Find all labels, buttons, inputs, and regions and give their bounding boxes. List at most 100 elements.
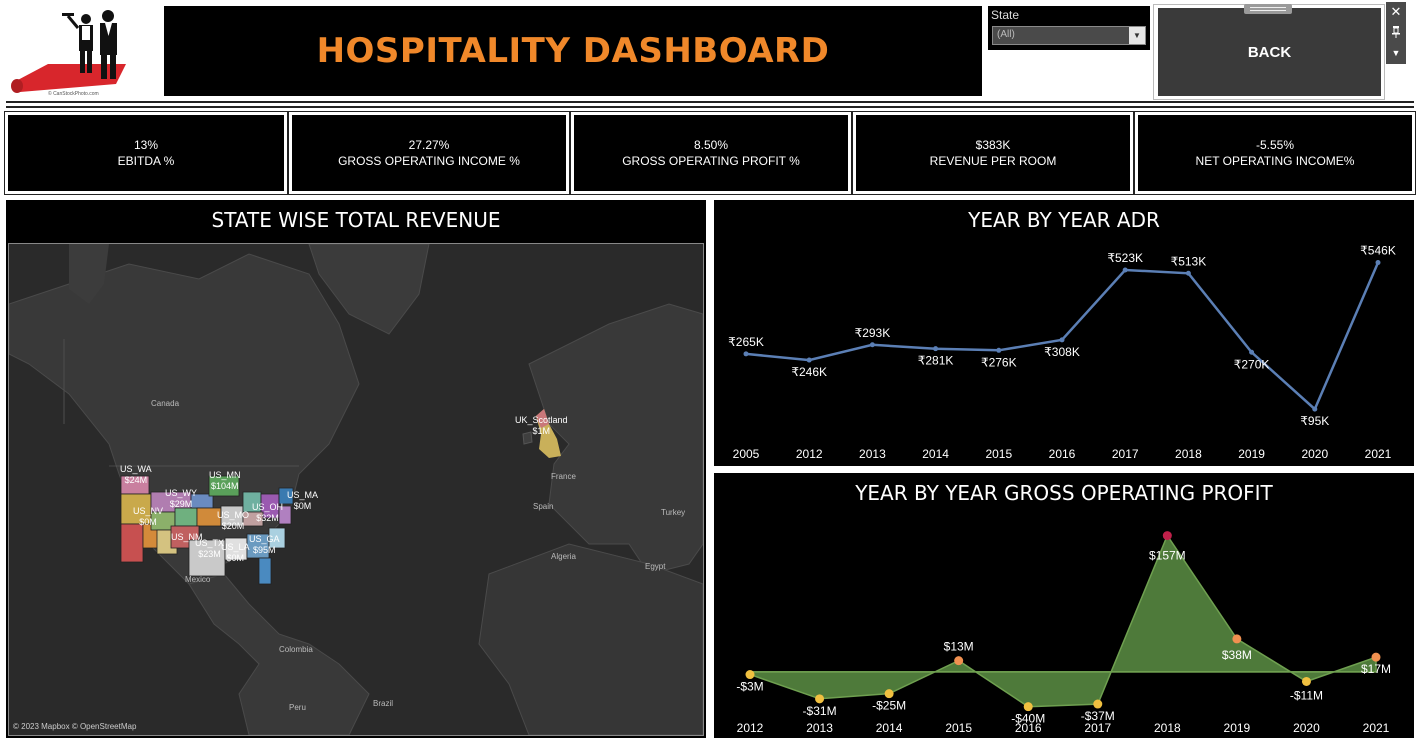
gop-data-label: -$31M <box>803 704 837 718</box>
map-place-label: Brazil <box>373 699 394 708</box>
state-label-nm: US_NM <box>171 532 203 542</box>
gop-data-point <box>815 694 825 704</box>
drag-handle[interactable] <box>1244 4 1292 14</box>
map-place-label: Canada <box>151 399 180 408</box>
gop-data-point <box>954 656 964 666</box>
state-label-oh: US_OH $32M <box>252 502 284 523</box>
adr-x-tick-label: 2019 <box>1238 447 1265 461</box>
gop-area-chart[interactable]: -$3M2012-$31M2013-$25M2014$13M2015-$40M2… <box>714 473 1414 738</box>
state-label-wa: US_WA $24M <box>120 464 152 485</box>
state-label-ga: US_GA $95M <box>249 534 280 555</box>
map-place-label: Spain <box>533 502 554 511</box>
dropdown-icon[interactable]: ▼ <box>1391 48 1401 58</box>
close-icon[interactable]: ✕ <box>1390 4 1402 19</box>
adr-data-point <box>1122 267 1128 273</box>
adr-data-label: ₹276K <box>981 355 1017 369</box>
map-panel: STATE WISE TOTAL REVENUE <box>6 200 706 738</box>
map-place-label: Turkey <box>661 508 686 517</box>
adr-data-point <box>869 342 875 348</box>
map-place-label: Egypt <box>645 562 666 571</box>
chevron-down-icon[interactable]: ▼ <box>1129 27 1145 44</box>
gop-x-tick-label: 2017 <box>1084 721 1111 735</box>
gop-data-label: $157M <box>1149 549 1186 563</box>
adr-data-point <box>1375 260 1381 266</box>
divider-line <box>6 106 1414 108</box>
kpi-value: -5.55% <box>1255 138 1295 152</box>
gop-data-point <box>884 689 894 699</box>
map-place-label: Mexico <box>185 575 211 584</box>
state-label-tx: US_TX $23M <box>195 538 225 559</box>
state-label-mn: US_MN $104M <box>209 470 241 491</box>
gop-data-label: -$3M <box>736 680 763 694</box>
gop-data-label: $17M <box>1361 662 1391 676</box>
logo: © CanStockPhoto.com <box>8 6 158 98</box>
map-attribution[interactable]: © 2023 Mapbox © OpenStreetMap <box>13 722 137 731</box>
kpi-label: GROSS OPERATING PROFIT % <box>622 154 800 168</box>
state-label-ma: US_MA $0M <box>287 490 319 511</box>
state-revenue-map[interactable]: Canada France Spain Turkey Algeria Egypt… <box>8 243 704 736</box>
adr-data-label: ₹270K <box>1234 357 1270 371</box>
gop-data-point <box>1301 676 1311 686</box>
adr-series-line <box>745 262 1380 412</box>
map-place-label: Algeria <box>551 552 576 561</box>
kpi-card-net-operating-income: -5.55% NET OPERATING INCOME% <box>1134 111 1416 195</box>
adr-x-tick-label: 2015 <box>985 447 1012 461</box>
state-select[interactable]: (All) ▼ <box>992 26 1146 45</box>
adr-x-tick-label: 2018 <box>1175 447 1202 461</box>
gop-chart-title: YEAR BY YEAR GROSS OPERATING PROFIT <box>855 481 1273 505</box>
adr-x-tick-label: 2012 <box>796 447 823 461</box>
gop-data-point <box>745 670 755 680</box>
kpi-value: 27.27% <box>408 138 450 152</box>
kpi-card-ebitda: 13% EBITDA % <box>4 111 288 195</box>
state-label-mo: US_MO $20M <box>217 510 250 531</box>
map-place-label: Peru <box>289 703 306 712</box>
kpi-label: REVENUE PER ROOM <box>929 154 1057 168</box>
pin-icon[interactable] <box>1386 22 1406 42</box>
gop-data-label: $38M <box>1222 648 1252 662</box>
back-button[interactable]: BACK <box>1158 8 1381 96</box>
state-filter: State (All) ▼ <box>988 6 1150 50</box>
gop-x-tick-label: 2014 <box>876 721 903 735</box>
state-filter-label: State <box>991 8 1020 22</box>
adr-data-point <box>996 347 1002 353</box>
adr-data-label: ₹281K <box>918 354 954 368</box>
kpi-label: EBITDA % <box>117 154 175 168</box>
adr-data-point <box>743 351 749 357</box>
kpi-card-revenue-per-room: $383K REVENUE PER ROOM <box>852 111 1134 195</box>
kpi-value: 13% <box>133 138 159 152</box>
adr-data-label: ₹95K <box>1300 414 1329 428</box>
state-label-la: US_LA $0M <box>221 542 250 563</box>
adr-x-tick-label: 2005 <box>733 447 760 461</box>
dashboard-title: HOSPITALITY DASHBOARD <box>316 31 830 71</box>
adr-data-label: ₹523K <box>1107 251 1143 265</box>
gop-x-tick-label: 2021 <box>1363 721 1390 735</box>
object-toolbar: ✕ ▼ <box>1386 2 1406 64</box>
state-label-nv: US_NV $0M <box>133 506 164 527</box>
adr-line-chart[interactable]: ₹265K 2005 ₹246K 2012 ₹293K 2013 ₹281K 2014 ₹276… <box>714 200 1414 466</box>
gop-data-label: -$37M <box>1081 709 1115 723</box>
adr-data-label: ₹246K <box>791 365 827 379</box>
map-canvas[interactable] <box>9 244 703 735</box>
gop-data-label: -$25M <box>872 699 906 713</box>
adr-data-label: ₹293K <box>855 326 891 340</box>
us-state-shapes <box>120 475 294 585</box>
gop-data-label: $13M <box>944 640 974 654</box>
divider-line <box>6 101 1414 103</box>
dashboard-title-banner: HOSPITALITY DASHBOARD <box>164 6 982 96</box>
adr-x-tick-label: 2021 <box>1365 447 1392 461</box>
state-select-value: (All) <box>997 29 1015 40</box>
adr-data-label: ₹308K <box>1044 345 1080 359</box>
adr-x-tick-label: 2013 <box>859 447 886 461</box>
adr-data-point <box>1249 349 1255 355</box>
gop-x-tick-label: 2016 <box>1015 721 1042 735</box>
logo-caption: © CanStockPhoto.com <box>48 90 99 97</box>
adr-data-label: ₹546K <box>1360 244 1396 258</box>
gop-chart-panel: YEAR BY YEAR GROSS OPERATING PROFIT -$3M… <box>714 473 1414 738</box>
adr-data-point <box>1059 337 1065 343</box>
gop-area-fill <box>749 534 1377 708</box>
map-title: STATE WISE TOTAL REVENUE <box>211 208 501 232</box>
gop-x-tick-label: 2018 <box>1154 721 1181 735</box>
gop-x-tick-label: 2015 <box>945 721 972 735</box>
kpi-label: NET OPERATING INCOME% <box>1195 154 1355 168</box>
kpi-value: 8.50% <box>693 138 729 152</box>
